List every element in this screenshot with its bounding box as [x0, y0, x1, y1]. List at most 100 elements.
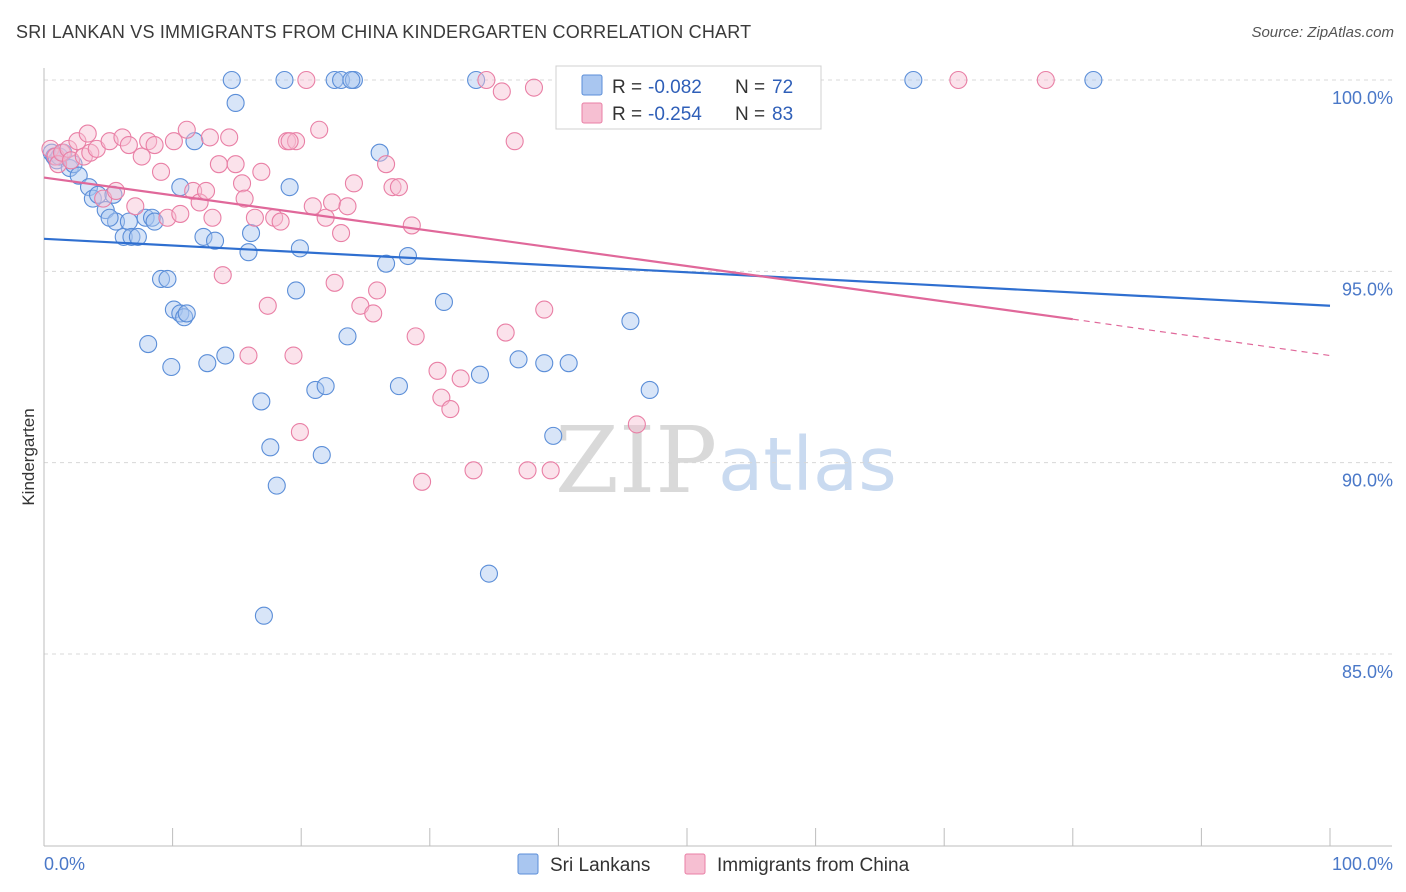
point-immigrants-from-china [505, 132, 524, 151]
point-sri-lankans [342, 70, 361, 90]
point-sri-lankans [136, 208, 155, 227]
point-sri-lankans [151, 269, 171, 289]
y-tick-label: 85.0% [1342, 662, 1393, 682]
watermark-atlas: atlas [718, 422, 897, 508]
point-immigrants-from-china [68, 132, 87, 151]
point-immigrants-from-china [428, 361, 447, 380]
point-immigrants-from-china [132, 147, 151, 166]
point-sri-lankans [312, 445, 331, 465]
point-immigrants-from-china [209, 155, 228, 174]
point-immigrants-from-china [184, 181, 203, 201]
point-sri-lankans [267, 476, 286, 495]
point-sri-lankans [398, 246, 417, 266]
point-sri-lankans [261, 438, 280, 457]
point-immigrants-from-china [78, 124, 97, 143]
point-sri-lankans [119, 212, 138, 231]
point-sri-lankans [377, 254, 396, 273]
x-tick-labels: 0.0% 100.0% [44, 854, 1393, 874]
series-legend: Sri Lankans Immigrants from China [517, 853, 910, 876]
stats-legend: R = -0.082 N = 72 R = -0.254 N = 83 [555, 65, 822, 130]
point-sri-lankans [205, 231, 225, 250]
legend-n-value-blue: 72 [772, 77, 793, 98]
point-sri-lankans [287, 281, 306, 300]
point-sri-lankans [467, 70, 486, 90]
point-sri-lankans [226, 93, 245, 113]
point-immigrants-from-china [200, 128, 219, 147]
point-immigrants-from-china [364, 304, 383, 323]
point-immigrants-from-china [297, 70, 316, 90]
point-immigrants-from-china [383, 178, 402, 197]
point-immigrants-from-china [627, 415, 646, 434]
point-immigrants-from-china [287, 132, 306, 151]
point-immigrants-from-china [368, 281, 387, 300]
point-sri-lankans [509, 350, 528, 369]
legend-r-label-pink: R = [612, 104, 642, 125]
chart-title: SRI LANKAN VS IMMIGRANTS FROM CHINA KIND… [16, 22, 752, 42]
point-immigrants-from-china [496, 323, 515, 342]
point-sri-lankans [139, 334, 158, 354]
point-sri-lankans [252, 392, 271, 411]
point-sri-lankans [128, 227, 147, 246]
point-immigrants-from-china [119, 136, 138, 155]
point-sri-lankans [222, 70, 241, 90]
point-sri-lankans [621, 312, 640, 331]
point-immigrants-from-china [524, 78, 544, 97]
point-immigrants-from-china [235, 189, 254, 208]
point-sri-lankans [290, 239, 309, 258]
point-immigrants-from-china [464, 461, 483, 480]
point-sri-lankans [338, 327, 357, 346]
point-immigrants-from-china [126, 197, 145, 216]
point-immigrants-from-china [164, 132, 183, 151]
chart-source: Source: ZipAtlas.com [1251, 24, 1394, 41]
point-immigrants-from-china [226, 155, 245, 174]
series-legend-label-sri-lankans: Sri Lankans [550, 855, 650, 876]
point-sri-lankans [535, 354, 554, 373]
point-immigrants-from-china [323, 193, 342, 212]
point-sri-lankans [479, 564, 499, 583]
point-sri-lankans [177, 304, 196, 323]
point-immigrants-from-china [280, 132, 299, 151]
legend-n-value-pink: 83 [772, 104, 793, 125]
point-immigrants-from-china [518, 461, 537, 480]
point-sri-lankans [275, 70, 294, 90]
point-sri-lankans [254, 606, 273, 625]
axes [43, 68, 1392, 847]
point-immigrants-from-china [541, 461, 560, 480]
point-sri-lankans [306, 380, 325, 400]
point-sri-lankans [162, 357, 181, 377]
watermark: ZIP atlas [555, 407, 897, 514]
y-tick-label: 100.0% [1332, 88, 1393, 108]
point-sri-lankans [370, 143, 389, 162]
legend-n-label-blue: N = [735, 77, 765, 98]
point-immigrants-from-china [310, 120, 329, 139]
point-immigrants-from-china [406, 327, 425, 346]
point-immigrants-from-china [441, 400, 460, 419]
point-immigrants-from-china [232, 174, 252, 193]
legend-swatch-blue [581, 74, 603, 96]
series-legend-swatch-sri-lankans [517, 853, 539, 875]
point-immigrants-from-china [245, 208, 264, 227]
point-immigrants-from-china [413, 472, 432, 491]
point-sri-lankans [1084, 70, 1103, 90]
point-sri-lankans [544, 426, 563, 445]
point-immigrants-from-china [213, 266, 232, 285]
point-immigrants-from-china [332, 224, 351, 243]
trend-line-sri-lankans [43, 237, 1331, 307]
point-immigrants-from-china [338, 197, 357, 216]
point-immigrants-from-china [203, 208, 222, 227]
point-sri-lankans [559, 354, 578, 373]
point-sri-lankans [389, 377, 408, 396]
series-legend-swatch-china [684, 853, 706, 875]
y-tick-label: 95.0% [1342, 279, 1393, 299]
legend-n-label-pink: N = [735, 104, 765, 125]
point-immigrants-from-china [1036, 70, 1055, 90]
point-immigrants-from-china [451, 369, 470, 388]
x-tick-label: 100.0% [1332, 854, 1393, 874]
point-immigrants-from-china [535, 300, 554, 319]
point-immigrants-from-china [151, 162, 171, 181]
y-axis-label: Kindergarten [19, 408, 38, 505]
grid-lines [44, 79, 1392, 655]
point-sri-lankans [194, 227, 213, 246]
point-immigrants-from-china [477, 70, 496, 90]
point-immigrants-from-china [290, 423, 309, 442]
